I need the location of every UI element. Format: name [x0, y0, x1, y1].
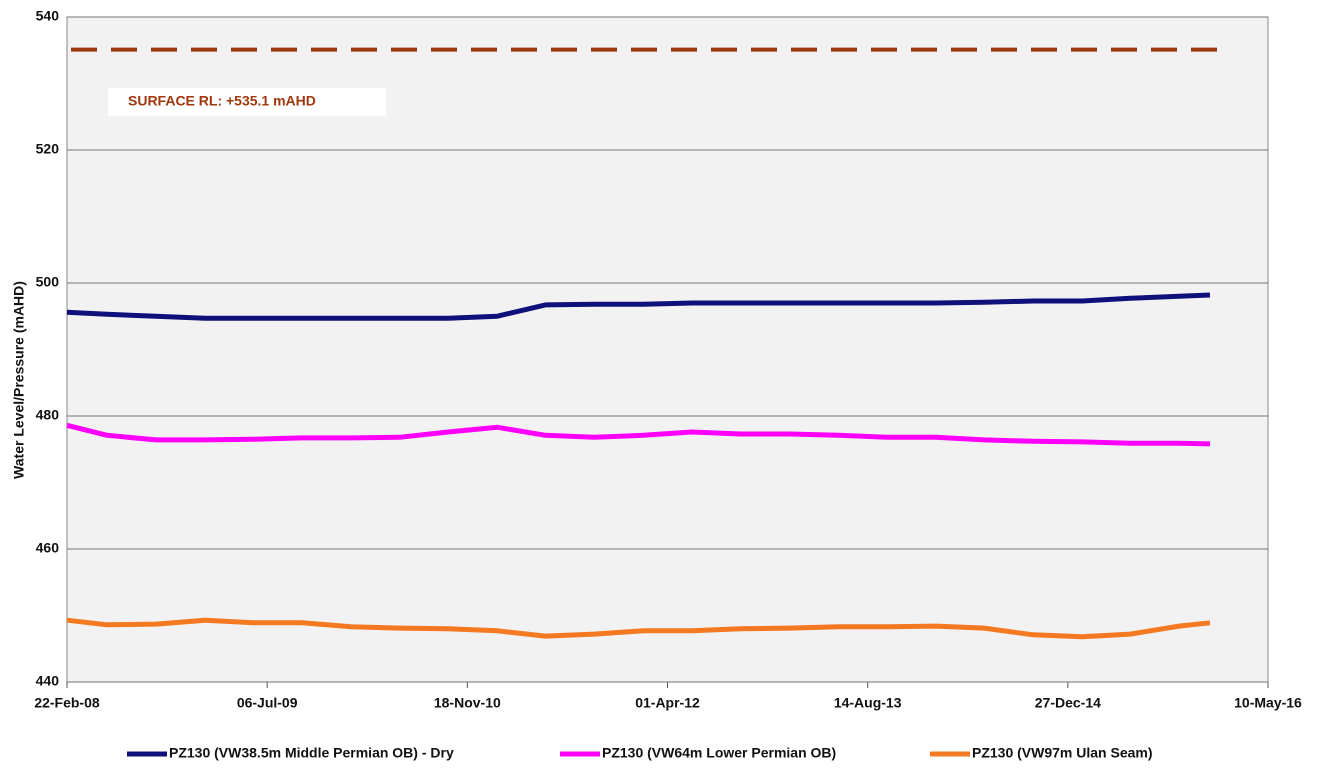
y-tick-label: 440 — [36, 673, 60, 689]
annotation: SURFACE RL: +535.1 mAHD — [128, 93, 316, 109]
x-tick-label: 01-Apr-12 — [635, 695, 700, 711]
series-line — [66, 292, 1211, 321]
legend-label: PZ130 (VW38.5m Middle Permian OB) - Dry — [169, 745, 454, 761]
x-tick-label: 14-Aug-13 — [834, 695, 902, 711]
x-tick-label: 22-Feb-08 — [34, 695, 100, 711]
y-tick-label: 460 — [36, 540, 60, 556]
y-tick-label: 540 — [36, 8, 60, 24]
x-tick-label: 06-Jul-09 — [237, 695, 298, 711]
legend-label: PZ130 (VW97m Ulan Seam) — [972, 745, 1153, 761]
series-line — [66, 617, 1211, 640]
legend-label: PZ130 (VW64m Lower Permian OB) — [602, 745, 836, 761]
series-line — [66, 422, 1211, 447]
x-tick-label: 10-May-16 — [1234, 695, 1302, 711]
x-tick-label: 27-Dec-14 — [1035, 695, 1101, 711]
annotation-box — [108, 88, 386, 116]
y-tick-label: 480 — [36, 407, 60, 423]
plot-area — [66, 16, 1269, 683]
y-tick-label: 520 — [36, 141, 60, 157]
y-tick-label: 500 — [36, 274, 60, 290]
x-tick-label: 18-Nov-10 — [434, 695, 501, 711]
y-axis-label: Water Level/Pressure (mAHD) — [11, 281, 27, 479]
